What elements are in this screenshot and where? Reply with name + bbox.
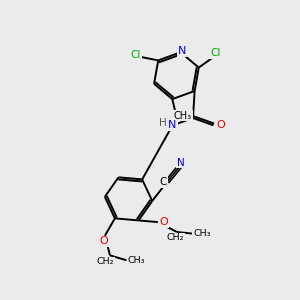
Text: CH₂: CH₂ <box>167 233 184 242</box>
Text: O: O <box>159 217 168 227</box>
Text: CH₃: CH₃ <box>128 256 145 266</box>
Text: C: C <box>159 177 167 187</box>
Text: O: O <box>216 120 225 130</box>
Text: Cl: Cl <box>210 48 220 58</box>
Text: N: N <box>168 120 177 130</box>
Text: O: O <box>99 236 108 247</box>
Text: CH₃: CH₃ <box>174 111 192 121</box>
Text: CH₂: CH₂ <box>97 257 114 266</box>
Text: H: H <box>159 118 167 128</box>
Text: N: N <box>178 46 186 56</box>
Text: Cl: Cl <box>130 50 141 61</box>
Text: CH₃: CH₃ <box>193 229 211 238</box>
Text: N: N <box>177 158 185 168</box>
